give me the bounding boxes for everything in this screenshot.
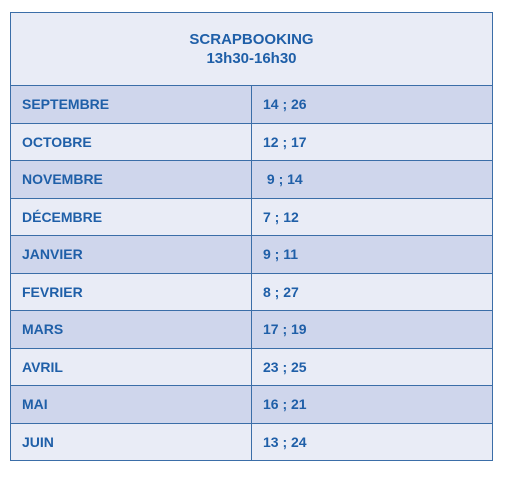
table-row: DÉCEMBRE 7 ; 12: [10, 197, 493, 236]
month-cell: JANVIER: [10, 235, 252, 274]
dates-cell: 12 ; 17: [251, 122, 493, 161]
dates-cell: 9 ; 14: [251, 160, 493, 199]
table-header-cell: SCRAPBOOKING 13h30-16h30: [10, 12, 493, 86]
activity-title: SCRAPBOOKING: [189, 31, 314, 48]
month-cell: JUIN: [10, 422, 252, 461]
activity-time: 13h30-16h30: [206, 50, 297, 67]
table-row: JUIN 13 ; 24: [10, 422, 493, 461]
month-cell: FEVRIER: [10, 272, 252, 311]
dates-cell: 14 ; 26: [251, 85, 493, 124]
table-header-row: SCRAPBOOKING 13h30-16h30: [10, 12, 493, 86]
month-cell: DÉCEMBRE: [10, 197, 252, 236]
schedule-table: SCRAPBOOKING 13h30-16h30 SEPTEMBRE 14 ; …: [10, 12, 493, 461]
dates-cell: 23 ; 25: [251, 347, 493, 386]
table-row: MAI 16 ; 21: [10, 385, 493, 424]
table-row: JANVIER 9 ; 11: [10, 235, 493, 274]
dates-cell: 7 ; 12: [251, 197, 493, 236]
month-cell: MARS: [10, 310, 252, 349]
dates-cell: 9 ; 11: [251, 235, 493, 274]
month-cell: SEPTEMBRE: [10, 85, 252, 124]
dates-cell: 17 ; 19: [251, 310, 493, 349]
month-cell: NOVEMBRE: [10, 160, 252, 199]
month-cell: OCTOBRE: [10, 122, 252, 161]
dates-cell: 8 ; 27: [251, 272, 493, 311]
dates-cell: 16 ; 21: [251, 385, 493, 424]
table-row: AVRIL 23 ; 25: [10, 347, 493, 386]
month-cell: AVRIL: [10, 347, 252, 386]
table-row: SEPTEMBRE 14 ; 26: [10, 85, 493, 124]
table-row: MARS 17 ; 19: [10, 310, 493, 349]
month-cell: MAI: [10, 385, 252, 424]
table-row: NOVEMBRE 9 ; 14: [10, 160, 493, 199]
table-row: OCTOBRE 12 ; 17: [10, 122, 493, 161]
schedule-container: SCRAPBOOKING 13h30-16h30 SEPTEMBRE 14 ; …: [10, 12, 493, 461]
dates-cell: 13 ; 24: [251, 422, 493, 461]
table-row: FEVRIER 8 ; 27: [10, 272, 493, 311]
